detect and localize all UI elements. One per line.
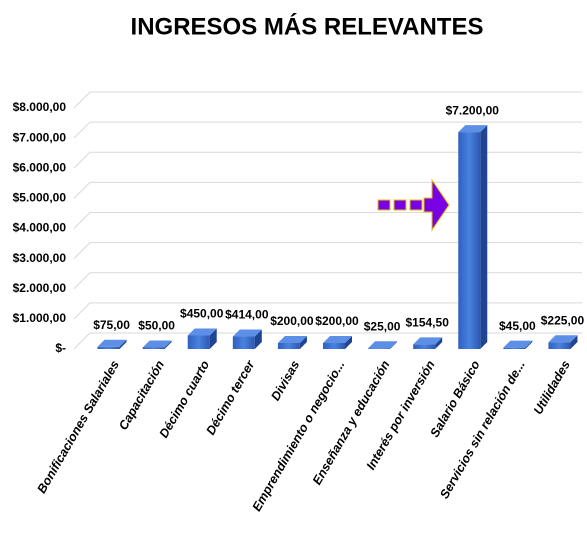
x-tick-label: Divisas <box>268 358 302 403</box>
bar-front <box>277 342 300 349</box>
bar-side <box>299 335 307 349</box>
data-label: $225,00 <box>541 313 585 327</box>
bar-side <box>254 329 262 349</box>
data-label: $7.200,00 <box>446 103 500 117</box>
y-tick-label: $3.000,00 <box>13 251 67 265</box>
bar-side <box>390 341 398 349</box>
bar-top <box>232 329 262 337</box>
bar <box>232 329 262 349</box>
grid-line <box>73 91 582 109</box>
bar <box>142 340 172 349</box>
x-tick-label: Utilidades <box>531 358 573 417</box>
y-tick-label: $4.000,00 <box>13 221 67 235</box>
data-label: $50,00 <box>138 319 175 333</box>
grid-line <box>73 302 582 320</box>
grid-line <box>73 121 582 139</box>
bar-front <box>187 335 210 349</box>
grid-line <box>73 272 582 290</box>
bar-side <box>480 125 488 349</box>
bar-side <box>435 337 443 349</box>
y-tick-label: $6.000,00 <box>13 160 67 174</box>
bar-side <box>525 340 533 349</box>
bar-front <box>97 346 120 349</box>
grid-line <box>73 181 582 199</box>
y-tick-label: $1.000,00 <box>13 311 67 325</box>
bar <box>187 328 217 349</box>
data-label: $25,00 <box>364 319 401 333</box>
arrow <box>377 178 450 232</box>
bar-front <box>323 342 345 349</box>
bar-front <box>232 336 255 349</box>
x-tick-label: Enseñanza y educación <box>310 358 393 487</box>
y-tick-label: $5.000,00 <box>13 191 67 205</box>
bar <box>368 341 398 349</box>
bar <box>458 125 488 349</box>
bar-side <box>345 335 352 349</box>
bar-top <box>187 328 217 336</box>
data-label: $154,50 <box>405 316 449 330</box>
bar-front <box>548 342 571 349</box>
y-tick-label: $7.000,00 <box>13 130 67 144</box>
x-tick-label: Servicios sin relación de... <box>437 358 528 501</box>
grid-line <box>73 212 582 229</box>
y-tick-label: $- <box>55 341 66 355</box>
y-tick-label: $2.000,00 <box>13 281 67 295</box>
bar-top <box>503 340 533 348</box>
grid-line <box>73 332 582 350</box>
bar-top <box>142 340 172 348</box>
bar <box>323 335 352 349</box>
bar-top <box>548 335 578 343</box>
bar-front <box>413 344 436 349</box>
bar-side <box>119 339 127 349</box>
data-label: $450,00 <box>180 307 224 321</box>
bar <box>503 340 533 349</box>
bar-top <box>277 335 307 343</box>
bar-front <box>368 348 391 349</box>
bar-side <box>570 335 578 349</box>
data-label: $200,00 <box>315 314 359 328</box>
bar-front <box>142 347 165 349</box>
bar-top <box>458 125 488 133</box>
data-label: $45,00 <box>499 319 536 333</box>
x-tick-label: Décimo tercer <box>203 357 257 437</box>
x-tick-label: Emprendimiento o negocio... <box>250 358 348 514</box>
data-label: $414,00 <box>225 308 269 322</box>
bar-top <box>323 335 352 343</box>
bar-top <box>413 337 443 345</box>
bar-top <box>97 339 127 347</box>
bar <box>277 335 307 349</box>
bar <box>97 339 127 349</box>
x-tick-label: Bonificaciones Salariales <box>34 358 122 496</box>
y-tick-label: $8.000,00 <box>13 100 67 114</box>
bar-front <box>503 347 526 349</box>
data-label: $75,00 <box>93 318 130 332</box>
bar <box>548 335 578 349</box>
grid-line <box>73 242 582 259</box>
grid-line <box>73 151 582 169</box>
bar-side <box>164 340 172 349</box>
bar <box>413 337 443 349</box>
bar-top <box>368 341 398 349</box>
bar-side <box>209 328 217 349</box>
x-tick-label: Capacitación <box>116 358 167 433</box>
data-label: $200,00 <box>270 314 314 328</box>
chart-title: INGRESOS MÁS RELEVANTES <box>131 12 484 40</box>
bar-front <box>458 132 481 349</box>
